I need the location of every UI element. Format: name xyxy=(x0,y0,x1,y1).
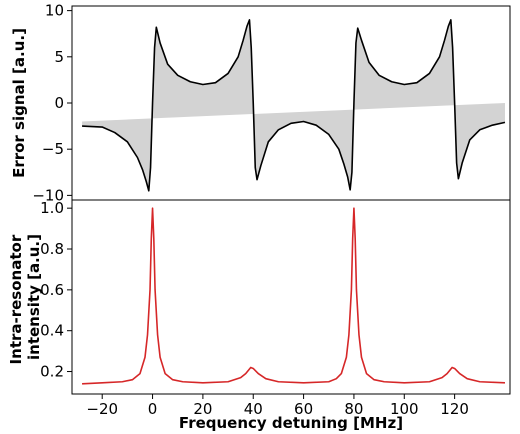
intensity-y-tick-label: 0.4 xyxy=(40,322,64,340)
x-tick-label: 80 xyxy=(344,400,363,418)
error-y-tick-label: −10 xyxy=(32,186,64,204)
intensity-line xyxy=(82,207,506,385)
error-y-tick-label: 0 xyxy=(54,94,64,112)
intensity-plot-frame xyxy=(71,199,511,395)
error-y-axis-label: Error signal [a.u.] xyxy=(10,28,28,178)
intensity-y-axis-label-line-1: Intra-resonator xyxy=(7,234,25,364)
error-y-tick-label: 10 xyxy=(45,2,64,20)
error-y-ticks: −10 −5 0 5 10 xyxy=(32,2,72,204)
intensity-y-tick-label: 0.2 xyxy=(40,363,64,381)
x-axis-label: Frequency detuning [MHz] xyxy=(179,414,403,432)
error-signal-fill xyxy=(82,19,505,191)
intensity-y-tick-label: 0.6 xyxy=(40,281,64,299)
intensity-y-ticks: 0.2 0.4 0.6 0.8 1.0 xyxy=(40,199,72,381)
error-plot-area xyxy=(82,19,506,192)
x-tick-label: −20 xyxy=(86,400,118,418)
error-signal-panel: −10 −5 0 5 10 Error signal [a.u.] xyxy=(10,2,511,204)
intensity-panel: 0.2 0.4 0.6 0.8 1.0 −20 0 20 40 60 80 100 120 Intra… xyxy=(7,199,511,432)
error-y-tick-label: −5 xyxy=(42,140,64,158)
intensity-y-tick-label: 0.8 xyxy=(40,240,64,258)
intensity-y-axis-label: Intra-resonator intensity [a.u.] xyxy=(7,230,43,365)
intensity-y-axis-label-line-2: intensity [a.u.] xyxy=(25,234,43,360)
intensity-plot-area xyxy=(82,207,506,385)
error-signal-line xyxy=(82,19,506,192)
error-y-tick-label: 5 xyxy=(54,48,64,66)
intensity-y-tick-label: 1.0 xyxy=(40,199,64,217)
x-tick-label: 120 xyxy=(440,400,469,418)
x-tick-label: 0 xyxy=(148,400,158,418)
x-tick-label: 40 xyxy=(244,400,263,418)
x-tick-label: 100 xyxy=(390,400,419,418)
x-tick-label: 20 xyxy=(193,400,212,418)
x-ticks: −20 0 20 40 60 80 100 120 xyxy=(86,394,469,418)
x-tick-label: 60 xyxy=(294,400,313,418)
